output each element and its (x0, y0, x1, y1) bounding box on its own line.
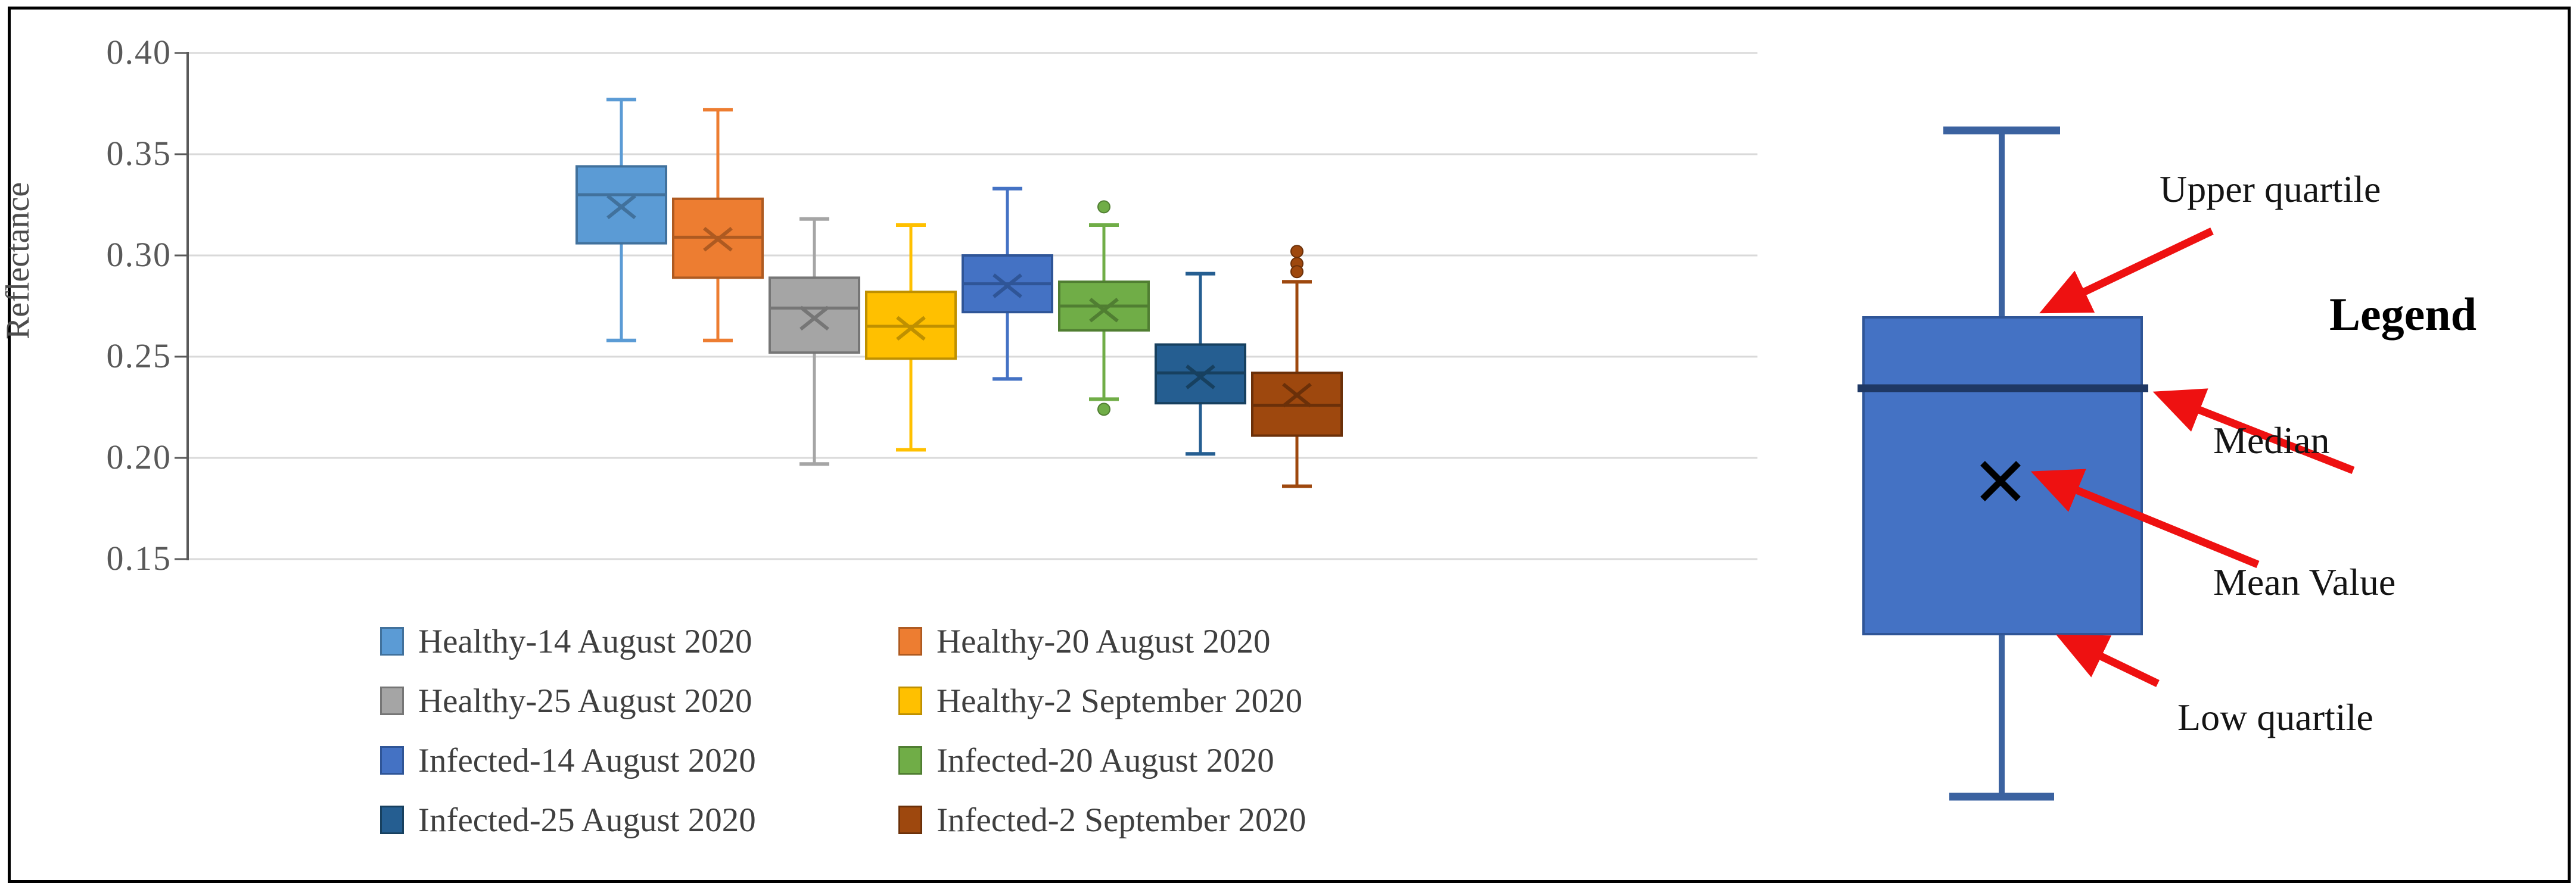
mean-marker (703, 227, 733, 252)
legend-item: Healthy-25 August 2020 (380, 682, 898, 720)
mean-marker (1186, 364, 1215, 389)
legend-swatch-icon (380, 806, 404, 834)
outlier-point (1097, 200, 1110, 214)
mean-marker (993, 273, 1022, 298)
y-tick-label: 0.15 (106, 539, 172, 578)
mean-marker (799, 305, 829, 331)
legend-item: Healthy-20 August 2020 (898, 622, 1306, 661)
legend-swatch-icon (898, 687, 922, 715)
upper-quartile-label: Upper quartile (2160, 168, 2381, 210)
legend-label: Healthy-25 August 2020 (418, 682, 752, 720)
legend-item: Healthy-2 September 2020 (898, 682, 1306, 720)
chart-legend: Healthy-14 August 2020 Healthy-20 August … (380, 612, 1306, 850)
y-axis-title: Reflectance (0, 182, 37, 339)
outlier-point (1290, 245, 1303, 258)
mean-marker (606, 194, 636, 220)
median-label: Median (2213, 419, 2330, 461)
legend-label: Infected-2 September 2020 (937, 801, 1306, 839)
diagram-mean-marker (1980, 461, 2021, 501)
legend-swatch-icon (898, 806, 922, 834)
legend-label: Infected-20 August 2020 (937, 741, 1274, 779)
upper-quartile-arrow (2039, 227, 2214, 314)
legend-item: Infected-14 August 2020 (380, 741, 898, 780)
median-arrow (2152, 388, 2355, 475)
box-series (1155, 272, 1246, 456)
legend-swatch-icon (380, 687, 404, 715)
legend-label: Healthy-14 August 2020 (418, 622, 752, 660)
box-series (672, 108, 764, 342)
y-tick-label: 0.20 (106, 438, 172, 477)
legend-swatch-icon (898, 746, 922, 775)
legend-item: Infected-20 August 2020 (898, 741, 1306, 780)
box-series (769, 217, 860, 466)
outlier-point (1097, 403, 1110, 416)
legend-item: Infected-2 September 2020 (898, 801, 1306, 840)
mean-marker (1089, 298, 1119, 323)
y-tick-label: 0.40 (106, 33, 172, 72)
diagram-title: Legend (2329, 288, 2477, 340)
mean-marker (896, 316, 926, 341)
low-quartile-arrow (2056, 634, 2160, 687)
iqr-box (769, 276, 860, 354)
legend-item: Infected-25 August 2020 (380, 801, 898, 840)
box-series (1251, 245, 1343, 488)
legend-swatch-icon (380, 746, 404, 775)
box-series (865, 223, 957, 452)
box-series (575, 98, 667, 342)
legend-label: Healthy-20 August 2020 (937, 622, 1271, 660)
legend-swatch-icon (898, 627, 922, 656)
y-tick-label: 0.25 (106, 336, 172, 376)
mean-marker (1282, 382, 1312, 408)
box-series (962, 186, 1053, 381)
legend-label: Infected-14 August 2020 (418, 741, 756, 779)
mean-value-label: Mean Value (2213, 561, 2396, 603)
y-tick-label: 0.35 (106, 134, 172, 173)
low-quartile-label: Low quartile (2177, 696, 2373, 738)
mean-value-arrow (2030, 469, 2260, 569)
legend-swatch-icon (380, 627, 404, 656)
legend-item: Healthy-14 August 2020 (380, 622, 898, 661)
legend-label: Healthy-2 September 2020 (937, 682, 1303, 720)
outlier-point (1290, 265, 1303, 279)
legend-label: Infected-25 August 2020 (418, 801, 756, 839)
box-series (1058, 200, 1150, 416)
figure-border (8, 7, 2571, 883)
y-tick-label: 0.30 (106, 235, 172, 274)
